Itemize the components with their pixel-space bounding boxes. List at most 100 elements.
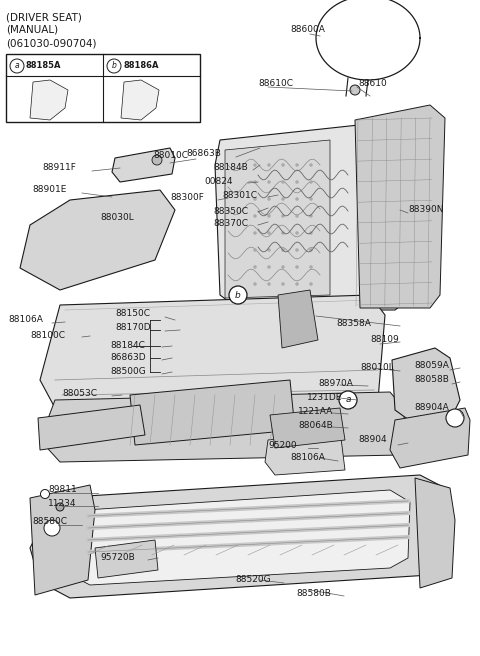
Polygon shape — [38, 405, 145, 450]
Text: a: a — [345, 396, 351, 405]
Circle shape — [281, 215, 285, 218]
Polygon shape — [355, 105, 445, 308]
Text: 88520G: 88520G — [235, 575, 271, 584]
Circle shape — [310, 197, 312, 201]
Circle shape — [281, 163, 285, 167]
Polygon shape — [60, 490, 410, 585]
Text: b: b — [235, 291, 241, 300]
Text: 88600A: 88600A — [290, 26, 325, 35]
Text: 88580C: 88580C — [32, 518, 67, 527]
Circle shape — [296, 197, 299, 201]
Circle shape — [229, 286, 247, 304]
Circle shape — [56, 503, 64, 511]
Circle shape — [40, 489, 49, 499]
Circle shape — [446, 409, 464, 427]
Text: 1221AA: 1221AA — [298, 407, 333, 417]
Text: 88610C: 88610C — [258, 79, 293, 89]
Text: 88150C: 88150C — [115, 310, 150, 319]
Text: 88064B: 88064B — [298, 420, 333, 430]
Polygon shape — [121, 80, 159, 120]
Text: 88010C: 88010C — [153, 152, 188, 161]
Circle shape — [253, 232, 256, 234]
Text: 95200: 95200 — [268, 440, 297, 449]
Polygon shape — [225, 140, 330, 298]
Text: 88610: 88610 — [358, 79, 387, 89]
Text: 88904: 88904 — [358, 436, 386, 445]
Text: 88106A: 88106A — [8, 316, 43, 325]
Circle shape — [339, 391, 357, 409]
Circle shape — [310, 283, 312, 285]
Circle shape — [253, 197, 256, 201]
Text: 88301C: 88301C — [222, 192, 257, 201]
Text: 88970A: 88970A — [318, 379, 353, 388]
Text: 88580B: 88580B — [296, 590, 331, 598]
Circle shape — [296, 232, 299, 234]
Text: 86863B: 86863B — [186, 150, 221, 159]
Circle shape — [267, 232, 271, 234]
Text: (061030-090704): (061030-090704) — [6, 38, 96, 48]
Text: 88185A: 88185A — [26, 62, 61, 70]
Text: a: a — [15, 62, 19, 70]
Polygon shape — [278, 290, 318, 348]
Text: 88184C: 88184C — [110, 340, 145, 350]
Circle shape — [267, 197, 271, 201]
Circle shape — [253, 283, 256, 285]
Circle shape — [296, 215, 299, 218]
Circle shape — [253, 249, 256, 251]
Circle shape — [296, 163, 299, 167]
Text: 88109: 88109 — [370, 335, 399, 344]
Circle shape — [350, 85, 360, 95]
Text: 95720B: 95720B — [100, 552, 135, 562]
Circle shape — [310, 215, 312, 218]
Text: 88901E: 88901E — [32, 186, 66, 194]
Circle shape — [107, 59, 121, 73]
Text: 88170D: 88170D — [115, 323, 151, 333]
Circle shape — [310, 163, 312, 167]
Text: 88058B: 88058B — [414, 375, 449, 384]
Polygon shape — [392, 348, 460, 428]
Circle shape — [267, 249, 271, 251]
Text: 00824: 00824 — [204, 176, 232, 186]
Circle shape — [281, 249, 285, 251]
Circle shape — [281, 197, 285, 201]
Circle shape — [267, 266, 271, 268]
Polygon shape — [270, 408, 345, 448]
Circle shape — [253, 266, 256, 268]
Polygon shape — [95, 540, 158, 578]
Text: 88100C: 88100C — [30, 331, 65, 340]
Circle shape — [296, 180, 299, 184]
Text: 88500G: 88500G — [110, 367, 146, 377]
Text: 88059A: 88059A — [414, 361, 449, 369]
Polygon shape — [40, 392, 405, 462]
Text: b: b — [111, 62, 117, 70]
Circle shape — [253, 163, 256, 167]
Text: (MANUAL): (MANUAL) — [6, 25, 58, 35]
Text: 88350C: 88350C — [213, 207, 248, 216]
Polygon shape — [415, 478, 455, 588]
Circle shape — [267, 180, 271, 184]
Polygon shape — [40, 295, 385, 408]
Text: 88106A: 88106A — [290, 453, 325, 462]
Text: 88390N: 88390N — [408, 205, 444, 215]
Circle shape — [253, 180, 256, 184]
Text: 88186A: 88186A — [123, 62, 158, 70]
Polygon shape — [112, 148, 175, 182]
Circle shape — [281, 232, 285, 234]
Circle shape — [253, 215, 256, 218]
Text: 88010L: 88010L — [360, 363, 394, 373]
Text: 86863D: 86863D — [110, 354, 145, 363]
Circle shape — [152, 155, 162, 165]
Polygon shape — [215, 120, 420, 310]
Circle shape — [310, 232, 312, 234]
Text: 89811: 89811 — [48, 485, 77, 495]
Text: 88184B: 88184B — [213, 163, 248, 171]
Polygon shape — [265, 430, 345, 475]
Polygon shape — [30, 485, 95, 595]
Polygon shape — [130, 380, 295, 445]
Text: 88911F: 88911F — [42, 163, 76, 173]
Polygon shape — [20, 190, 175, 290]
Circle shape — [310, 180, 312, 184]
Circle shape — [10, 59, 24, 73]
Polygon shape — [30, 475, 450, 598]
Text: 88370C: 88370C — [213, 220, 248, 228]
